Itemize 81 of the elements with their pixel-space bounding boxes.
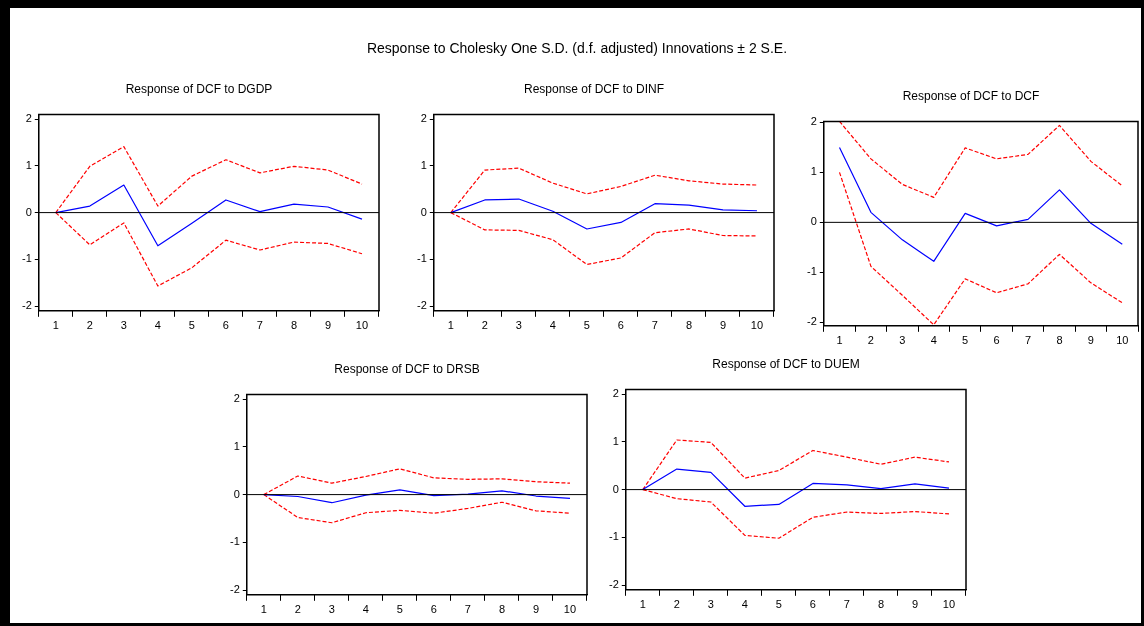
x-tick-label: 1 (836, 334, 843, 347)
x-tick-label: 9 (1087, 334, 1094, 347)
x-tick-label: 7 (464, 603, 471, 616)
x-tick-label: 8 (290, 319, 298, 332)
x-tick-label: 5 (775, 598, 782, 611)
y-tick-label: 2 (233, 392, 240, 405)
x-tick-label: 9 (532, 603, 540, 616)
x-tick-label: 4 (930, 334, 937, 347)
x-tick-label: 6 (430, 603, 437, 616)
x-tick-label: 10 (942, 598, 956, 611)
y-tick-label: 1 (233, 439, 240, 452)
y-tick-label: 1 (612, 434, 619, 447)
x-tick-label: 5 (962, 334, 969, 347)
x-tick-label: 7 (1024, 334, 1032, 347)
x-tick-label: 10 (355, 319, 369, 332)
x-tick-label: 7 (256, 319, 263, 332)
y-tick-label: 2 (25, 112, 32, 125)
x-tick-label: 6 (222, 319, 229, 332)
x-tick-label: 7 (651, 319, 658, 332)
x-tick-label: 4 (154, 319, 161, 332)
text: Response to Cholesky One S.D. (d.f. adjusted) Innovations ± 2 S.E. (365, 40, 789, 56)
x-tick-label: 5 (583, 319, 590, 332)
y-tick-label: -1 (230, 535, 240, 548)
x-tick-label: 1 (52, 319, 59, 332)
x-tick-label: 2 (673, 598, 680, 611)
y-tick-label: 0 (25, 205, 32, 218)
y-tick-label: -2 (230, 583, 240, 596)
x-tick-label: 2 (294, 603, 301, 616)
chart-title: Response of DCF to DINF (523, 81, 665, 96)
chart-title: Response of DCF to DGDP (125, 81, 273, 96)
y-tick-label: -1 (417, 252, 427, 265)
x-tick-label: 8 (877, 598, 885, 611)
x-tick-label: 2 (86, 319, 93, 332)
x-tick-label: 4 (362, 603, 369, 616)
x-tick-label: 10 (563, 603, 577, 616)
y-tick-label: -2 (22, 299, 32, 312)
y-tick-label: -1 (609, 530, 619, 543)
y-tick-label: 1 (810, 165, 817, 178)
x-tick-label: 8 (1056, 334, 1063, 347)
y-tick-label: 1 (25, 158, 32, 171)
chart-title: Response of DCF to DCF (902, 88, 1040, 103)
x-tick-label: 6 (809, 598, 816, 611)
chart-title: Response of DCF to DRSB (334, 361, 480, 376)
y-tick-label: 0 (233, 487, 240, 500)
y-tick-label: 2 (420, 112, 427, 125)
x-tick-label: 2 (867, 334, 874, 347)
y-tick-label: 0 (420, 205, 427, 218)
chart-title: Response of DCF to DUEM (712, 356, 860, 371)
y-tick-label: 1 (420, 158, 427, 171)
x-tick-label: 3 (120, 319, 127, 332)
x-tick-label: 9 (719, 319, 727, 332)
x-tick-label: 3 (899, 334, 906, 347)
x-tick-label: 5 (396, 603, 403, 616)
x-tick-label: 10 (750, 319, 764, 332)
y-tick-label: 0 (612, 482, 619, 495)
y-tick-label: -2 (609, 578, 619, 591)
x-tick-label: 6 (993, 334, 1000, 347)
x-tick-label: 8 (685, 319, 693, 332)
x-tick-label: 8 (498, 603, 506, 616)
x-tick-label: 10 (1116, 334, 1129, 347)
x-tick-label: 2 (481, 319, 488, 332)
x-tick-label: 3 (515, 319, 522, 332)
x-tick-label: 3 (707, 598, 714, 611)
y-tick-label: -2 (417, 299, 427, 312)
x-tick-label: 1 (639, 598, 646, 611)
x-tick-label: 4 (741, 598, 748, 611)
x-tick-label: 5 (188, 319, 195, 332)
x-tick-label: 9 (324, 319, 332, 332)
y-tick-label: -2 (807, 315, 817, 328)
y-tick-label: 0 (810, 215, 817, 228)
x-tick-label: 9 (911, 598, 919, 611)
x-tick-label: 7 (843, 598, 850, 611)
x-tick-label: 3 (328, 603, 335, 616)
y-tick-label: -1 (807, 265, 817, 278)
x-tick-label: 6 (617, 319, 624, 332)
y-tick-label: -1 (22, 252, 32, 265)
x-tick-label: 1 (260, 603, 267, 616)
x-tick-label: 1 (447, 319, 454, 332)
y-tick-label: 2 (612, 387, 619, 400)
y-tick-label: 2 (810, 115, 817, 128)
x-tick-label: 4 (549, 319, 556, 332)
